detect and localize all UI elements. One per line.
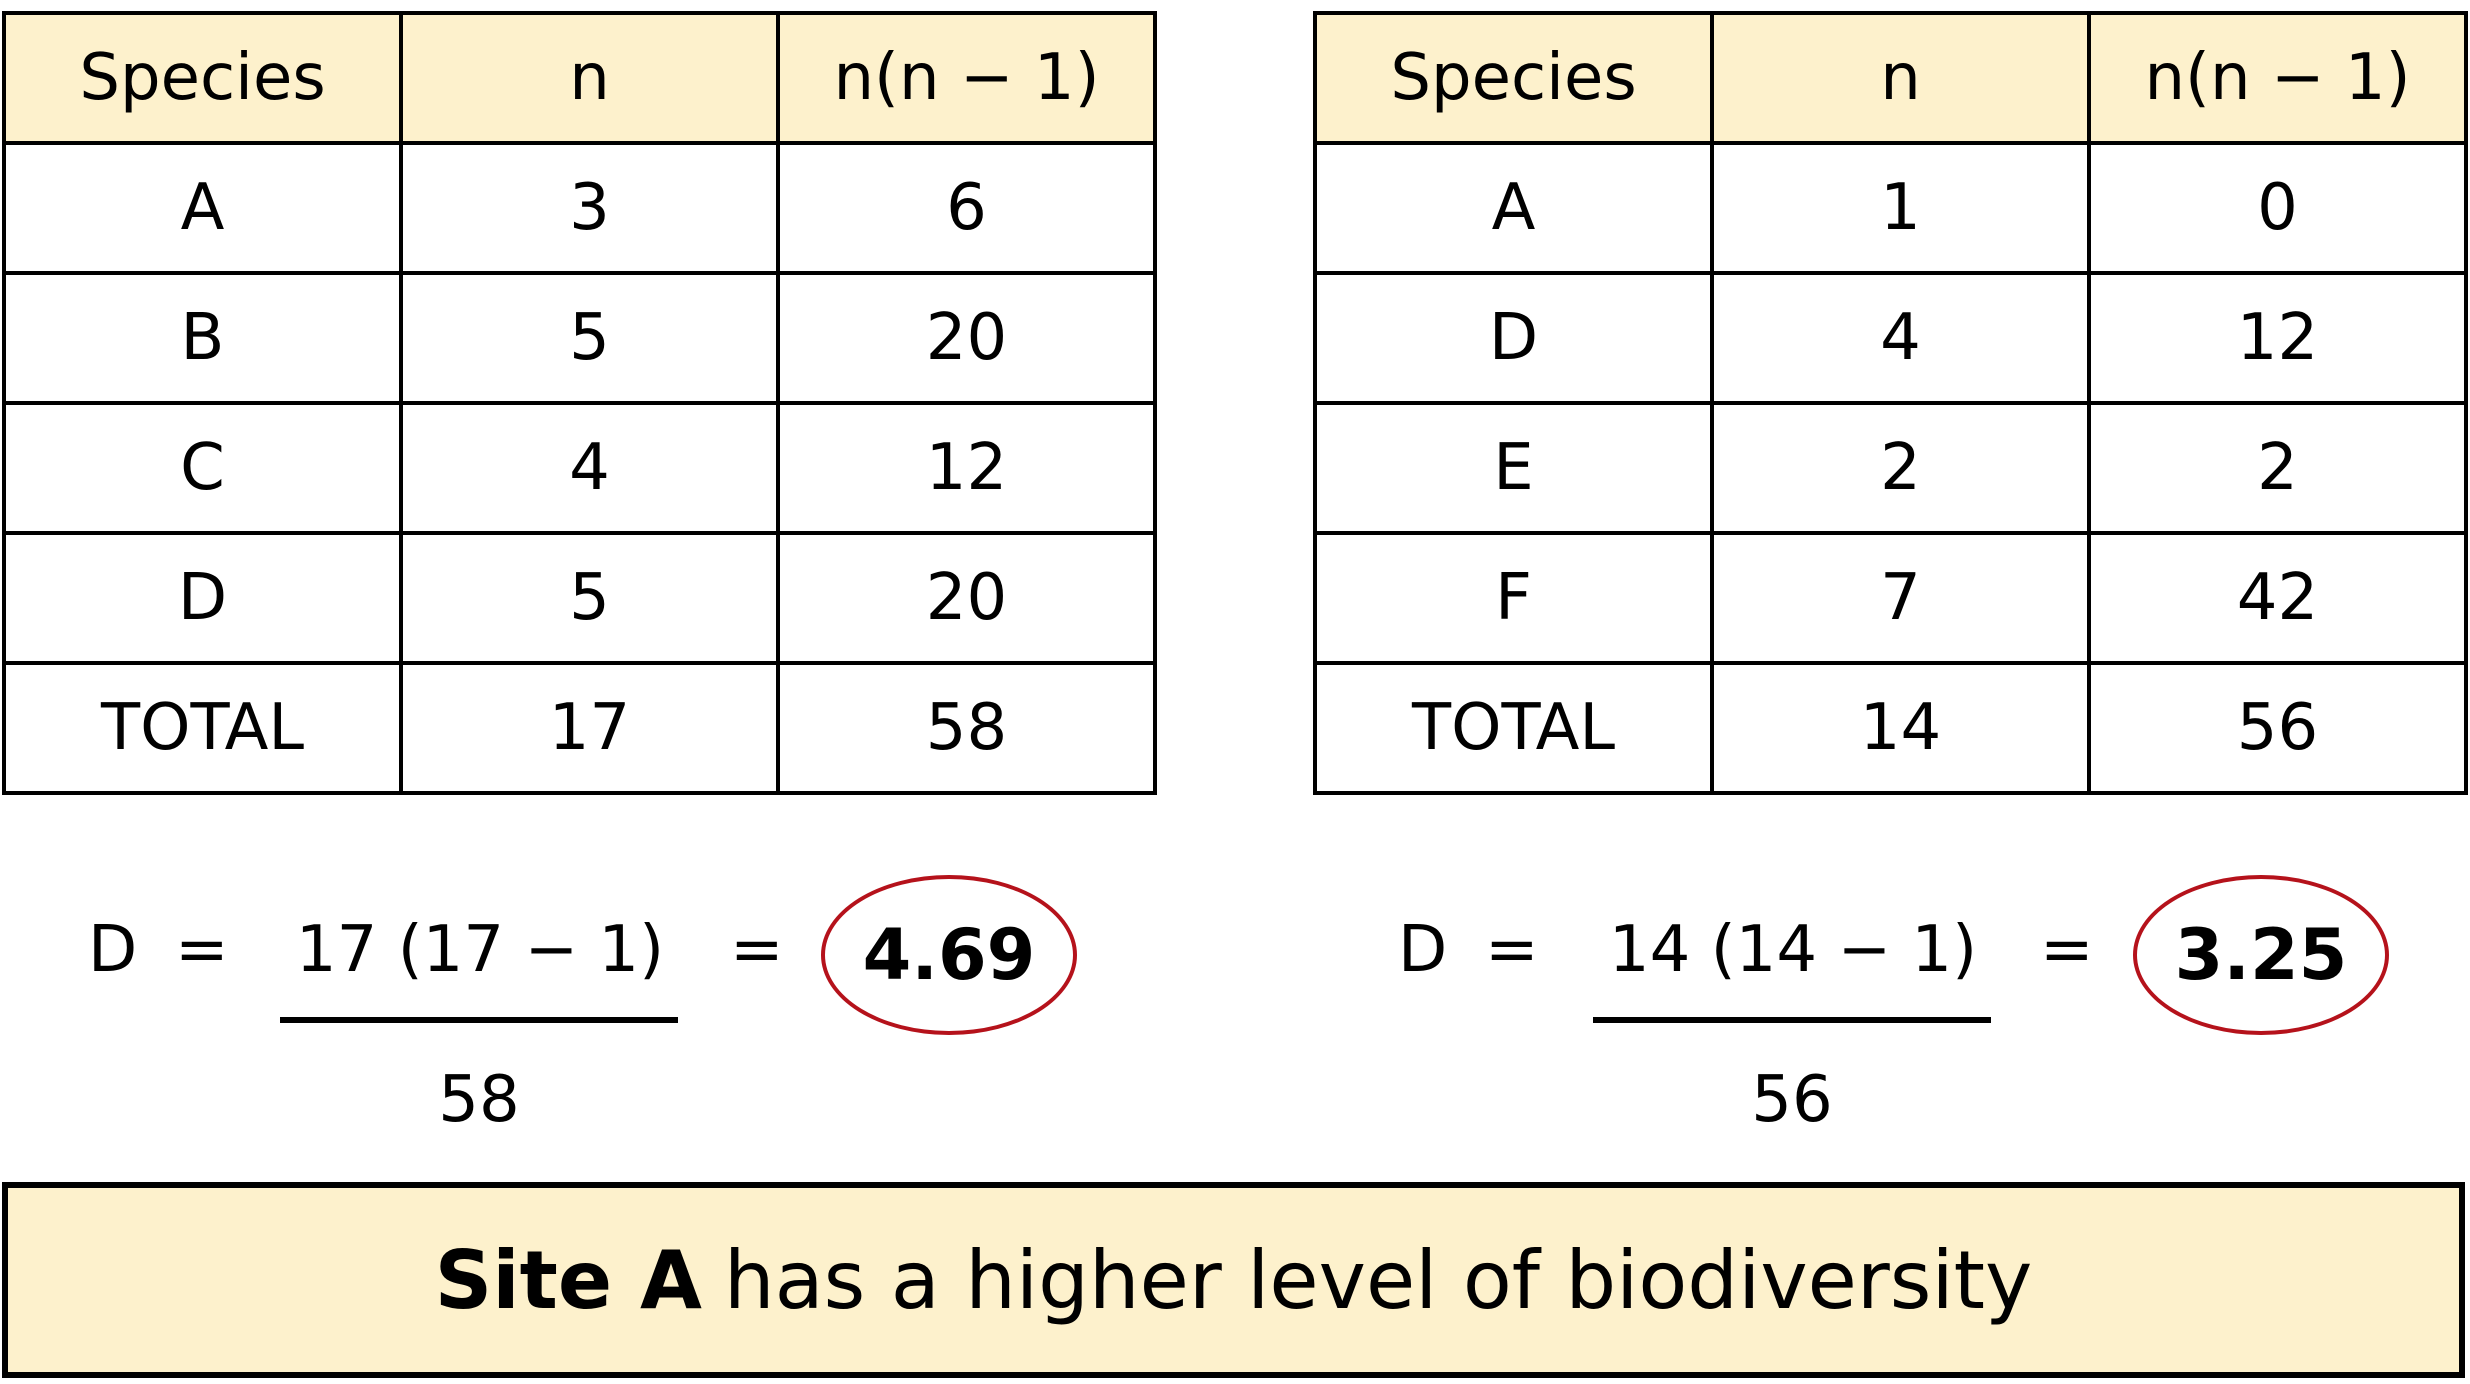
table-row: A 3 6 <box>2 141 1157 275</box>
table-row: A 1 0 <box>1313 141 2468 275</box>
cell-n: 3 <box>399 141 780 275</box>
cell-species: TOTAL <box>2 661 403 795</box>
formula-numerator: 17 (17 − 1) <box>295 913 665 987</box>
table-header-row: Species n n(n − 1) <box>1313 11 2468 145</box>
cell-n: 5 <box>399 271 780 405</box>
formula-numerator: 14 (14 − 1) <box>1608 913 1978 987</box>
cell-nn1: 12 <box>776 401 1157 535</box>
cell-n: 1 <box>1710 141 2091 275</box>
cell-nn1: 58 <box>776 661 1157 795</box>
formula-denominator: 56 <box>1751 1063 1833 1137</box>
site-b-formula: D = 14 (14 − 1) 56 = 3.25 <box>1313 875 2470 1145</box>
diversity-index-result: 3.25 <box>2174 914 2348 996</box>
cell-n: 2 <box>1710 401 2091 535</box>
cell-species: TOTAL <box>1313 661 1714 795</box>
header-species: Species <box>1313 11 1714 145</box>
cell-n: 17 <box>399 661 780 795</box>
fraction-bar <box>280 1017 678 1023</box>
cell-species: C <box>2 401 403 535</box>
cell-n: 14 <box>1710 661 2091 795</box>
cell-nn1: 20 <box>776 531 1157 665</box>
conclusion-text: has a higher level of biodiversity <box>723 1233 2033 1327</box>
cell-nn1: 6 <box>776 141 1157 275</box>
table-row: E 2 2 <box>1313 401 2468 535</box>
diversity-index-result: 4.69 <box>862 914 1036 996</box>
cell-n: 7 <box>1710 531 2091 665</box>
formula-equals: = <box>1485 913 1539 987</box>
header-n-n-minus-1: n(n − 1) <box>776 11 1157 145</box>
header-n: n <box>1710 11 2091 145</box>
header-n: n <box>399 11 780 145</box>
cell-species: D <box>1313 271 1714 405</box>
cell-species: A <box>2 141 403 275</box>
cell-species: B <box>2 271 403 405</box>
table-row: F 7 42 <box>1313 531 2468 665</box>
formula-equals: = <box>730 913 784 987</box>
site-a-table: Species n n(n − 1) A 3 6 B 5 20 C 4 12 D… <box>2 11 1157 795</box>
table-row: B 5 20 <box>2 271 1157 405</box>
table-row: D 4 12 <box>1313 271 2468 405</box>
cell-species: E <box>1313 401 1714 535</box>
cell-nn1: 0 <box>2087 141 2468 275</box>
header-n-n-minus-1: n(n − 1) <box>2087 11 2468 145</box>
cell-nn1: 2 <box>2087 401 2468 535</box>
cell-species: A <box>1313 141 1714 275</box>
cell-n: 5 <box>399 531 780 665</box>
conclusion-site: Site A <box>434 1233 702 1327</box>
table-header-row: Species n n(n − 1) <box>2 11 1157 145</box>
formula-equals: = <box>2040 913 2094 987</box>
formula-lhs: D <box>1398 913 1448 987</box>
header-species: Species <box>2 11 403 145</box>
formula-denominator: 58 <box>438 1063 520 1137</box>
cell-nn1: 12 <box>2087 271 2468 405</box>
cell-n: 4 <box>1710 271 2091 405</box>
formula-lhs: D <box>88 913 138 987</box>
site-b-table: Species n n(n − 1) A 1 0 D 4 12 E 2 2 F … <box>1313 11 2468 795</box>
table-total-row: TOTAL 14 56 <box>1313 661 2468 795</box>
table-total-row: TOTAL 17 58 <box>2 661 1157 795</box>
cell-nn1: 42 <box>2087 531 2468 665</box>
result-circle: 3.25 <box>2133 875 2389 1035</box>
formula-equals: = <box>175 913 229 987</box>
result-circle: 4.69 <box>821 875 1077 1035</box>
cell-species: F <box>1313 531 1714 665</box>
cell-species: D <box>2 531 403 665</box>
fraction-bar <box>1593 1017 1991 1023</box>
cell-nn1: 20 <box>776 271 1157 405</box>
conclusion-banner: Site A has a higher level of biodiversit… <box>2 1182 2465 1378</box>
table-row: C 4 12 <box>2 401 1157 535</box>
table-row: D 5 20 <box>2 531 1157 665</box>
site-a-formula: D = 17 (17 − 1) 58 = 4.69 <box>0 875 1200 1145</box>
cell-nn1: 56 <box>2087 661 2468 795</box>
cell-n: 4 <box>399 401 780 535</box>
